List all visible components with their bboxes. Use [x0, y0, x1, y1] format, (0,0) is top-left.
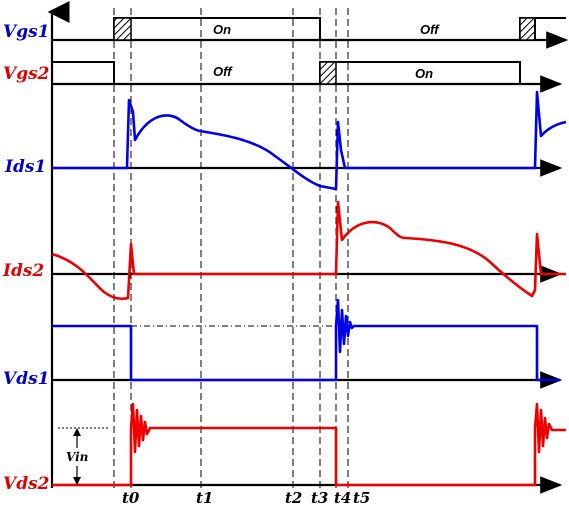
- vgs2-on-label: On: [415, 66, 433, 81]
- ids2-waveform: [51, 200, 566, 301]
- vgs1-label: Vgs1: [3, 22, 49, 42]
- time-label-t3: t3: [311, 489, 328, 507]
- time-label-t5: t5: [353, 489, 370, 507]
- vgs1-on-label: On: [213, 22, 231, 37]
- vgs1-hatch-1: [113, 17, 132, 41]
- time-label-t4: t4: [334, 489, 351, 507]
- time-marker-lines: [113, 8, 349, 490]
- time-label-t1: t1: [196, 489, 213, 507]
- vgs2-hatch: [319, 61, 337, 85]
- vds2-waveform: [52, 402, 566, 487]
- vgs1-off-label: Off: [420, 22, 440, 37]
- vds1-label: Vds1: [3, 369, 49, 389]
- ids2-label: Ids2: [2, 261, 44, 281]
- ids1-label: Ids1: [4, 157, 46, 177]
- vgs1-hatch-2: [519, 17, 536, 41]
- time-label-t2: t2: [285, 489, 302, 507]
- vds1-waveform: [52, 298, 560, 382]
- vds2-label: Vds2: [3, 474, 50, 494]
- vin-label: Vin: [66, 450, 88, 464]
- ids1-waveform: [52, 90, 567, 191]
- vin-arrow-down-head: [73, 477, 81, 485]
- vgs2-off-label: Off: [213, 64, 233, 79]
- vgs2-pulse-1: [52, 61, 115, 84]
- vin-arrow-up-head: [73, 428, 81, 436]
- time-label-t0: t0: [122, 489, 140, 507]
- vgs2-label: Vgs2: [3, 64, 50, 84]
